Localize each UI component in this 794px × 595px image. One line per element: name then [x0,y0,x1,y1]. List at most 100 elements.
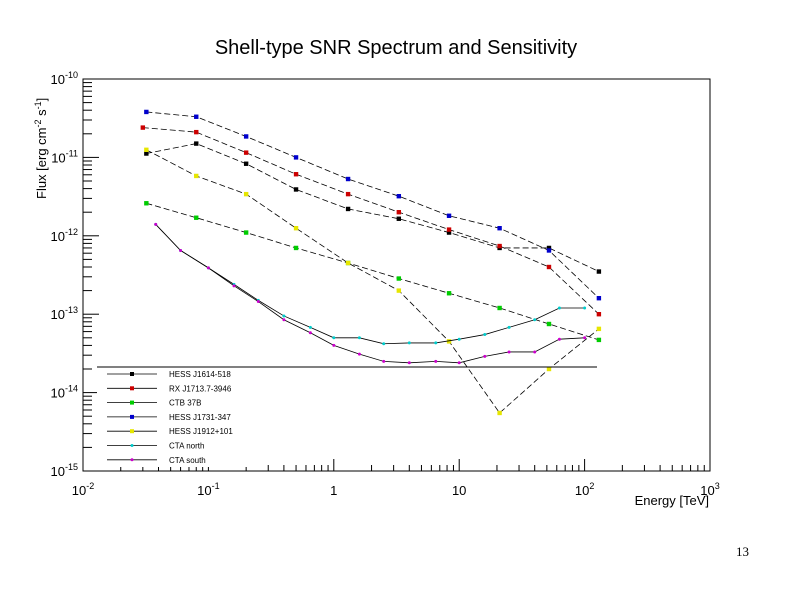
data-point [407,341,411,345]
data-point [446,213,452,218]
data-point [256,300,260,304]
data-point [546,264,552,270]
legend-label: CTB 37B [169,399,201,408]
data-point [497,305,502,311]
data-point [243,191,249,197]
data-point [434,359,438,363]
x-axis-tick-labels: 10-2 10-1 1 10 102 103 [72,481,720,498]
series-hess-j1614-518 [144,141,602,274]
data-point [396,193,402,199]
data-point [357,336,361,340]
x-axis-label: Energy [TeV] [635,493,709,508]
data-point [396,276,402,281]
legend-label: RX J1713.7-3946 [169,384,232,393]
x-tick-label: 103 [700,481,719,498]
data-point [194,129,199,135]
series-hess-j1731-347 [144,109,602,301]
data-point [345,260,351,266]
series-cta-south [154,222,587,365]
series-line [142,127,600,315]
y-axis-label-mid: s [34,109,49,120]
data-point [557,337,561,341]
y-axis-label-base: Flux [erg cm [34,127,49,199]
series-line [155,224,585,364]
data-point [332,336,336,340]
data-point [243,150,249,155]
series-line [146,149,600,414]
data-point [345,206,351,212]
data-point [357,352,361,356]
y-axis-label-sup2: -1 [33,101,43,109]
data-point [345,191,351,197]
data-point [497,226,502,231]
data-point [497,243,502,249]
data-point [596,295,602,301]
data-point [308,331,312,335]
data-point [282,314,286,318]
x-tick-label: 1 [330,483,337,498]
data-point [446,339,452,344]
data-point [596,337,602,343]
data-point [382,342,386,346]
legend-entry: CTA south [107,456,206,465]
data-point [154,222,158,226]
legend-entry: RX J1713.7-3946 [107,384,232,393]
series-line [155,224,585,345]
legend-label: HESS J1614-518 [169,370,231,379]
data-point [206,266,210,270]
data-point [144,201,149,206]
data-point [144,151,149,156]
series-hess-j1912-101 [144,147,602,416]
data-point [446,291,452,296]
data-point [293,245,299,251]
data-point [446,230,452,235]
legend-entry: HESS J1614-518 [107,370,231,379]
data-point [140,125,146,130]
data-point [457,337,461,341]
x-tick-label: 10-2 [72,481,94,498]
legend-marker [130,429,134,434]
data-point [144,109,149,115]
data-point [293,226,299,231]
data-point [497,410,502,416]
x-tick-label: 10 [452,483,466,498]
data-point [396,209,402,215]
data-point [308,325,312,329]
data-point [345,176,351,182]
data-point [546,321,552,327]
data-point [293,155,299,160]
data-point [396,288,402,293]
y-tick-label: 10-10 [51,70,78,87]
data-point [507,325,511,329]
series-cta-north [154,222,587,346]
data-point [243,230,249,235]
legend-marker [130,444,134,447]
legend-entry: HESS J1912+101 [107,427,233,436]
data-point [332,343,336,347]
y-axis-tick-labels: 10-10 10-11 10-12 10-13 10-14 10-15 [51,70,78,479]
data-point [583,336,587,340]
data-point [194,215,199,220]
data-point [446,227,452,232]
data-point [434,341,438,345]
data-point [557,306,561,310]
legend-label: CTA south [169,456,206,465]
data-point [546,366,552,372]
series-line [146,111,600,299]
y-tick-label: 10-13 [51,305,78,322]
legend-marker [130,386,134,391]
data-point [232,284,236,288]
data-point [194,114,199,119]
plot-frame [82,78,711,472]
x-tick-label: 102 [575,481,594,498]
legend-marker [130,414,134,419]
page-number: 13 [736,544,749,559]
y-tick-label: 10-14 [51,384,78,401]
data-point [407,361,411,365]
data-point [243,134,249,139]
data-point [483,354,487,358]
data-point [533,350,537,354]
data-point [596,326,602,332]
data-point [194,173,199,179]
